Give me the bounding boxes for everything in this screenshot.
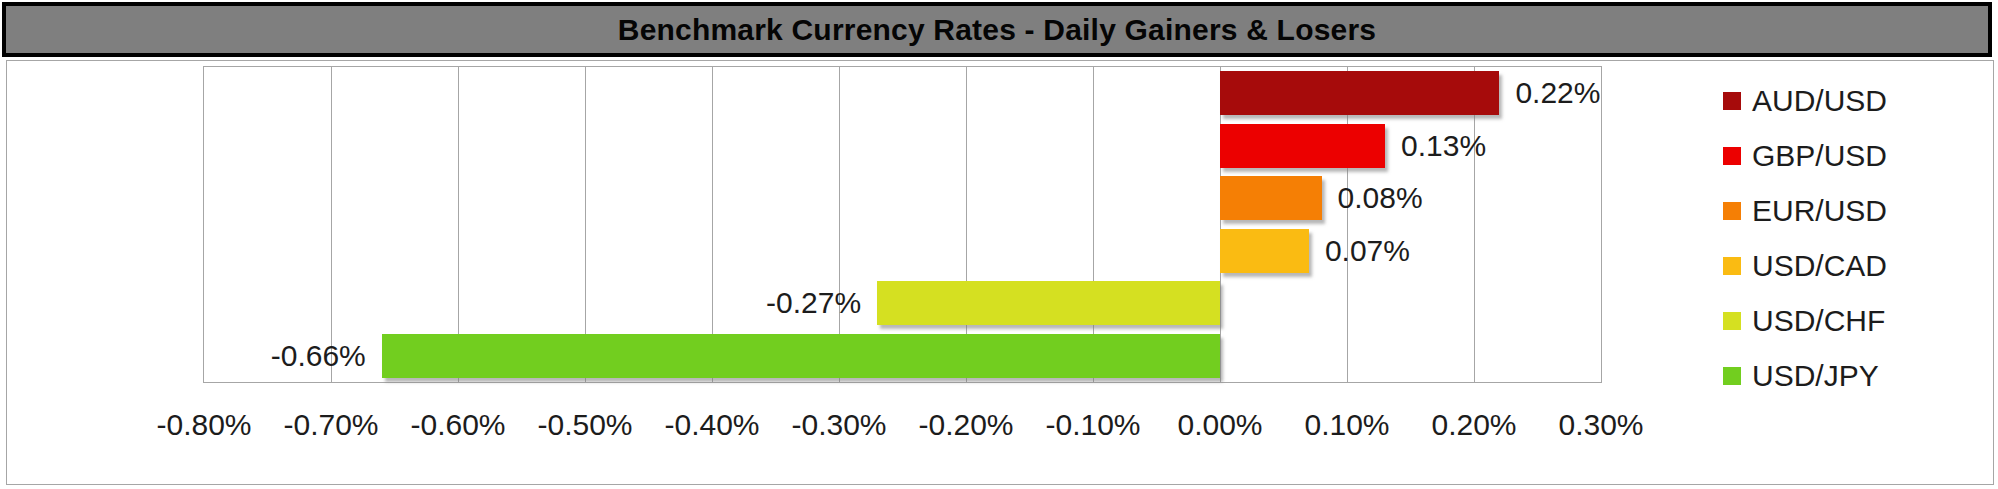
legend-swatch (1723, 312, 1741, 330)
currency-rates-chart: Benchmark Currency Rates - Daily Gainers… (0, 0, 1998, 489)
legend-swatch (1723, 367, 1741, 385)
legend-swatch (1723, 147, 1741, 165)
x-tick-label: -0.60% (410, 404, 505, 446)
legend-label: USD/CHF (1752, 304, 1885, 338)
bar-usd-cad (1220, 229, 1309, 273)
plot-area: 0.22% 0.13% 0.08% 0.07% -0.27% -0.66% (203, 66, 1602, 383)
bar-value-label: 0.07% (1325, 234, 1410, 268)
legend-label: GBP/USD (1752, 139, 1887, 173)
chart-title: Benchmark Currency Rates - Daily Gainers… (618, 13, 1376, 47)
legend-item-aud-usd: AUD/USD (1723, 84, 1887, 118)
x-tick-label: 0.20% (1431, 404, 1516, 446)
x-tick-label: -0.40% (664, 404, 759, 446)
x-tick-label: -0.70% (283, 404, 378, 446)
legend-label: AUD/USD (1752, 84, 1887, 118)
bar-value-label: -0.66% (271, 339, 366, 373)
x-tick-label: -0.50% (537, 404, 632, 446)
x-tick-label: -0.20% (918, 404, 1013, 446)
legend-swatch (1723, 92, 1741, 110)
legend-item-usd-jpy: USD/JPY (1723, 359, 1879, 393)
legend-swatch (1723, 257, 1741, 275)
bar-usd-jpy (382, 334, 1220, 378)
bar-value-label: 0.08% (1338, 181, 1423, 215)
legend-label: EUR/USD (1752, 194, 1887, 228)
chart-title-bar: Benchmark Currency Rates - Daily Gainers… (2, 2, 1992, 57)
x-tick-label: -0.10% (1045, 404, 1140, 446)
x-tick-label: 0.10% (1304, 404, 1389, 446)
bar-value-label: 0.22% (1515, 76, 1600, 110)
chart-area: 0.22%0.13%0.08%0.07%-0.27%-0.66% -0.80%-… (6, 60, 1994, 485)
legend-item-usd-chf: USD/CHF (1723, 304, 1885, 338)
bar-eur-usd (1220, 176, 1322, 220)
x-tick-label: 0.00% (1177, 404, 1262, 446)
x-axis: -0.80%-0.70%-0.60%-0.50%-0.40%-0.30%-0.2… (203, 404, 1602, 446)
x-tick-label: 0.30% (1558, 404, 1643, 446)
bar-gbp-usd (1220, 124, 1385, 168)
x-tick-label: -0.80% (156, 404, 251, 446)
bar-aud-usd (1220, 71, 1499, 115)
legend-label: USD/CAD (1752, 249, 1887, 283)
gridline (331, 67, 332, 382)
legend-item-usd-cad: USD/CAD (1723, 249, 1887, 283)
x-tick-label: -0.30% (791, 404, 886, 446)
legend-item-eur-usd: EUR/USD (1723, 194, 1887, 228)
bar-value-label: -0.27% (766, 286, 861, 320)
bar-usd-chf (877, 281, 1220, 325)
legend-swatch (1723, 202, 1741, 220)
bar-value-label: 0.13% (1401, 129, 1486, 163)
legend: AUD/USD GBP/USD EUR/USD USD/CAD USD/CHF USD/J… (1723, 61, 1991, 484)
legend-label: USD/JPY (1752, 359, 1879, 393)
legend-item-gbp-usd: GBP/USD (1723, 139, 1887, 173)
